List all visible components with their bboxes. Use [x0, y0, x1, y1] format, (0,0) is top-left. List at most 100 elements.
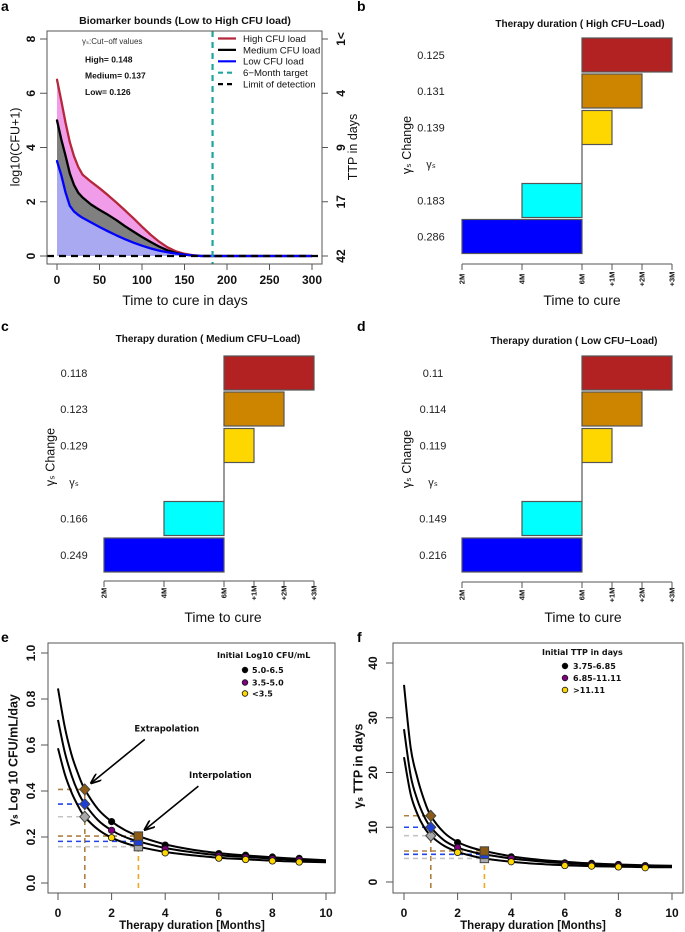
- y-tick-label: 0.0: [24, 874, 38, 891]
- y-axis-label: γₛ Change: [400, 116, 414, 174]
- chart-title: Therapy duration ( Medium CFU−Load): [116, 334, 301, 345]
- fitted-curve: [57, 747, 327, 864]
- x-tick-label: 6: [215, 906, 222, 920]
- panel-label-d: d: [357, 318, 366, 334]
- x-axis-label: Time to cure: [543, 292, 620, 308]
- data-point: [215, 854, 223, 862]
- y-tick-label: 2: [24, 198, 38, 205]
- panel-f-ttp-threshold-curves: 0 2 4 6 8 10 0 10 20 30 40 γₛ TTP in days Therapy du…: [352, 642, 684, 932]
- tornado-bar: [581, 37, 673, 73]
- panel-label-e: e: [1, 629, 9, 645]
- category-label: 0.286: [417, 232, 445, 244]
- extrapolation-annotation: Extrapolation: [91, 724, 199, 783]
- tornado-bar: [521, 182, 583, 219]
- tornado-bar: [223, 427, 255, 464]
- category-label: 0.11: [423, 368, 444, 380]
- category-label: 0.123: [60, 404, 88, 416]
- extrapolation-marker: [425, 809, 437, 823]
- plot-frame: [392, 642, 684, 894]
- legend-item: Limit of detection: [218, 80, 316, 91]
- y-tick-label: 6: [24, 90, 38, 97]
- y-tick-label: 0.6: [24, 736, 38, 753]
- legend-title: Initial Log10 CFU/mL: [217, 651, 310, 660]
- annotation-arrow: [91, 738, 146, 783]
- x-tick-label: 4M: [518, 590, 527, 600]
- x-axis-label: Therapy duration [Months]: [460, 920, 606, 932]
- data-point: [453, 848, 462, 857]
- x-tick-label: 300: [302, 273, 322, 287]
- y-tick-label: 0.2: [24, 828, 38, 845]
- tornado-bar: [223, 355, 315, 391]
- y-tick-label: 0.4: [24, 782, 38, 799]
- legend-label: 5.0-6.5: [252, 666, 284, 675]
- x-tick-label: 0: [55, 906, 62, 920]
- x-tick-label: 10: [319, 906, 333, 920]
- tornado-bar: [581, 73, 643, 109]
- low-cfu-load-line: [55, 159, 314, 258]
- x-tick-label: 10: [665, 906, 679, 920]
- extrapolation-marker: [425, 829, 437, 842]
- y-tick-label: 0: [24, 252, 38, 259]
- tornado-bar: [521, 500, 583, 537]
- extrapolation-marker: [79, 810, 91, 824]
- tornado-bar: [461, 537, 583, 573]
- high-load-band: [57, 79, 312, 256]
- legend-label: 3.75-6.85: [573, 662, 616, 671]
- category-label: 0.131: [417, 86, 445, 98]
- x-tick-label: 4: [508, 906, 515, 920]
- legend-item: <3.5: [241, 690, 273, 699]
- category-label: 0.183: [417, 196, 445, 208]
- x-tick-label: 2: [108, 906, 115, 920]
- fitted-curve: [57, 719, 327, 862]
- category-label: 0.149: [419, 514, 447, 526]
- legend-item: Low CFU load: [218, 57, 304, 68]
- x-tick-label: 2M: [458, 590, 467, 600]
- x-tick-label: 150: [174, 273, 194, 287]
- data-point: [295, 858, 303, 866]
- x-tick-label: 200: [217, 273, 237, 287]
- tornado-bar: [581, 109, 613, 146]
- x-tick-label: 2M: [100, 588, 109, 598]
- fitted-curve: [403, 757, 673, 869]
- x-tick-label: 2: [454, 906, 461, 920]
- legend-label: >11.11: [573, 686, 605, 695]
- x-axis-label: Therapy duration [Months]: [119, 920, 265, 932]
- category-label: 0.114: [420, 404, 447, 416]
- chart-title: Therapy duration ( High CFU−Load): [495, 19, 664, 30]
- cutoff-heading: γₛ:Cut−off values: [82, 37, 142, 46]
- plot-frame: [47, 642, 336, 894]
- extrapolation-marker: [79, 797, 91, 811]
- panel-a-biomarker-bounds: 0 50 100 150 200 250 300 0 2 4 6 8 1< 4 9 17 42 Biomarker…: [9, 15, 361, 308]
- cutoff-value: High= 0.148: [85, 55, 133, 65]
- y-axis-label: γₛ Log 10 CFU/mL/day: [7, 694, 21, 826]
- y-tick-label: 1.0: [24, 644, 38, 661]
- x-tick-label: 6M: [220, 588, 229, 598]
- x-tick-label: 100: [132, 273, 152, 287]
- x-tick-label: 0: [54, 273, 61, 287]
- y2-tick-label: 42: [334, 249, 348, 263]
- category-label: 0.119: [420, 441, 447, 453]
- x-tick-label: +2M: [280, 586, 289, 601]
- panel-c-medium-load-duration: 0.118 0.123 0.129 γₛ 0.166 0.249 2M 4M 6M +1M +2M +…: [44, 334, 319, 625]
- legend-label: <3.5: [252, 690, 273, 699]
- panel-label-a: a: [1, 0, 9, 14]
- cutoff-annotation: γₛ:Cut−off values High= 0.148 Medium= 0.13…: [82, 37, 146, 97]
- category-label: 0.216: [419, 550, 447, 562]
- legend-item: 3.75-6.85: [561, 662, 616, 671]
- legend-dot-icon: [561, 662, 569, 670]
- legend-label: High CFU load: [243, 34, 306, 45]
- x-axis-label: Time to cure: [184, 609, 261, 625]
- tornado-bar: [581, 355, 673, 391]
- y-tick-label: 30: [366, 711, 380, 725]
- legend-dot-icon: [241, 666, 249, 674]
- legend-item: >11.11: [561, 686, 605, 695]
- y-axis-label: γₛ TTP in days: [352, 723, 366, 808]
- y-tick-label: 0.8: [24, 690, 38, 707]
- legend-item: 6−Month target: [218, 68, 308, 79]
- x-tick-label: +3M: [310, 586, 319, 601]
- annotation-label: Interpolation: [189, 771, 252, 781]
- legend-dot-icon: [561, 686, 569, 694]
- cutoff-value: Medium= 0.137: [85, 71, 146, 81]
- legend-item: High CFU load: [218, 34, 306, 45]
